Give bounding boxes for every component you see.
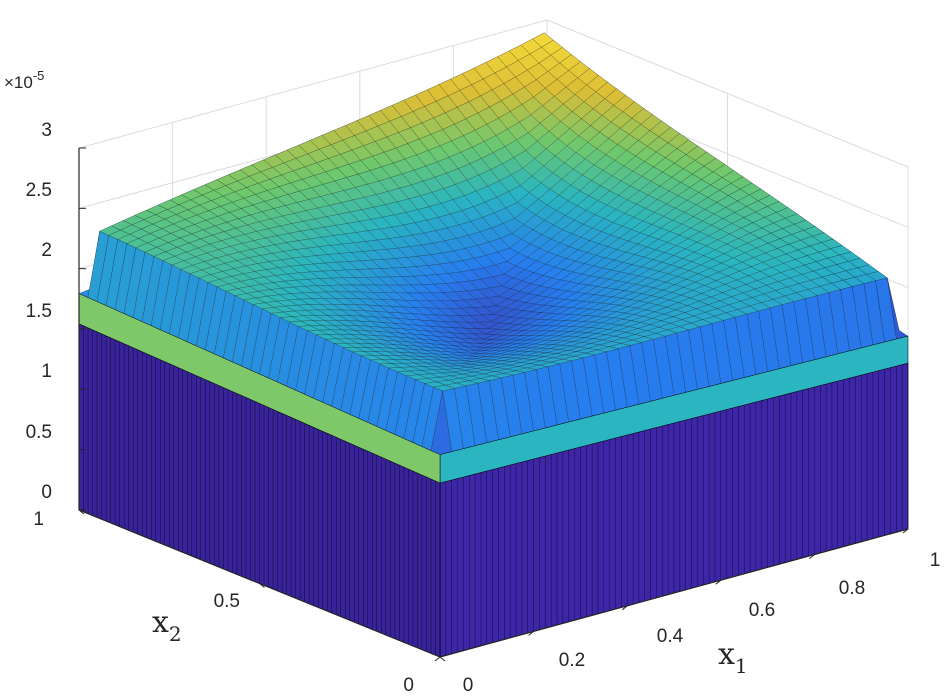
z-tick-label: 1 (41, 361, 52, 382)
x1-tick-label: 0.4 (657, 626, 684, 647)
x2-tick-label: 1 (33, 509, 44, 530)
x2-tick-mark (259, 583, 265, 588)
x1-tick-label: 0.8 (839, 578, 865, 599)
x1-tick-mark (902, 528, 909, 534)
z-tick-label: 1.5 (26, 301, 52, 322)
z-tick-label: 0 (41, 482, 52, 503)
z-tick-label: 0.5 (26, 422, 52, 443)
x1-tick-mark (434, 656, 441, 662)
z-tick-label: 2 (41, 240, 52, 261)
surface-mesh (78, 32, 909, 658)
x1-tick-mark (528, 631, 534, 636)
x2-axis-label: x2 (152, 605, 182, 646)
z-axis-ticks: 0 0.5 1 1.5 2 2.5 3 (26, 120, 52, 503)
x1-tick-label: 1 (930, 550, 941, 571)
x2-tick-label: 0.5 (214, 591, 240, 612)
x1-tick-mark (809, 554, 815, 559)
x1-tick-label: 0.2 (559, 650, 585, 671)
x1-axis-ticks: 0 0.2 0.4 0.6 0.8 1 (463, 550, 941, 696)
z-tick-label: 3 (41, 120, 52, 141)
x1-tick-label: 0 (463, 675, 474, 696)
x1-tick-label: 0.6 (749, 600, 775, 621)
grid-line (78, 19, 548, 149)
x1-tick-mark (715, 579, 722, 585)
axis-lines (78, 147, 909, 662)
x2-tick-mark (78, 509, 85, 515)
x1-axis-label: x1 (718, 637, 748, 678)
z-multiplier: ×10-5 (4, 68, 44, 92)
x2-tick-label: 0 (403, 675, 414, 696)
surface-rim-band (439, 335, 909, 484)
z-tick-label: 2.5 (26, 180, 52, 201)
x2-axis-ticks: 1 0.5 0 (33, 509, 414, 696)
x1-tick-mark (621, 605, 628, 611)
x1-axis-line (439, 528, 909, 658)
x2-tick-mark (439, 656, 446, 662)
